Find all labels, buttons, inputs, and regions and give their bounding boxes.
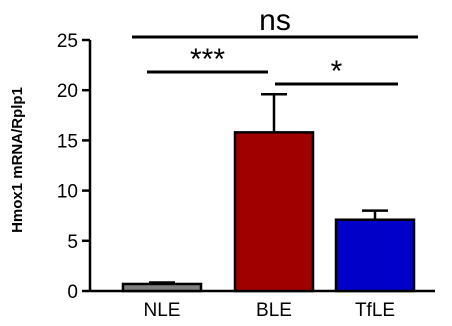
bar-tfle <box>334 218 416 293</box>
significance-annotations: ns*** * <box>132 4 418 88</box>
x-tick-label: BLE <box>256 300 292 321</box>
y-tick-label: 5 <box>67 232 78 253</box>
significance-label: ns <box>259 4 291 37</box>
significance-label: *** <box>190 43 225 76</box>
x-axis-labels: NLE BLE TfLE <box>144 300 396 321</box>
y-tick-label: 0 <box>67 282 78 303</box>
bar-ble <box>233 131 315 293</box>
y-tick-label: 25 <box>57 31 78 52</box>
bar-nle <box>121 282 203 293</box>
x-tick-label: TfLE <box>355 300 395 321</box>
significance-label: * <box>331 55 343 88</box>
y-tick-label: 20 <box>57 81 78 102</box>
y-tick-label: 15 <box>57 131 78 152</box>
y-tick-label: 10 <box>57 182 78 203</box>
y-axis-label: Hmox1 mRNA/Rplp1 <box>9 87 26 233</box>
x-tick-label: NLE <box>144 300 181 321</box>
bars <box>121 92 416 293</box>
